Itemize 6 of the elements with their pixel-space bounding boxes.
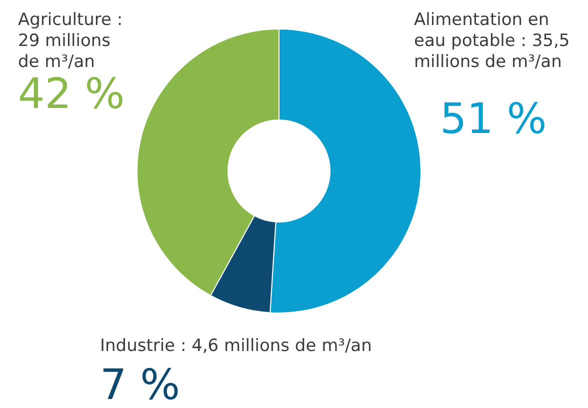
slice-label: Industrie : 4,6 millions de m³/an: [100, 336, 372, 356]
slice-label: Agriculture : 29 millions de m³/an: [18, 10, 123, 72]
slice-label: Alimentation en eau potable : 35,5 millions de m³/an: [414, 10, 570, 72]
data-label: 51 %: [440, 94, 547, 143]
data-label: 42 %: [18, 69, 125, 118]
data-label: 7 %: [100, 360, 180, 408]
